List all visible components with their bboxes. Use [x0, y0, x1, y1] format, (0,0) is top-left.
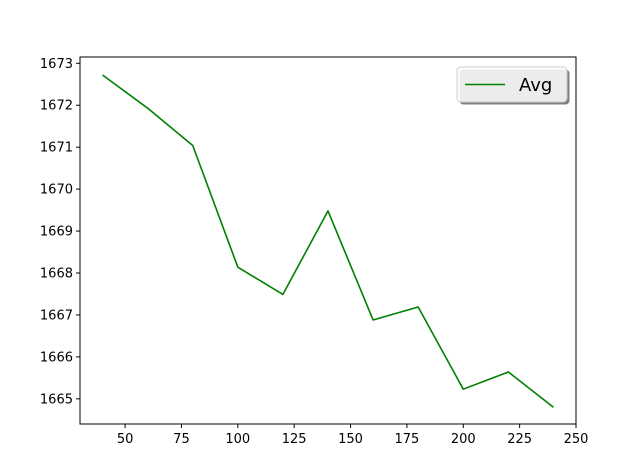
y-tick-label: 1670 [40, 183, 73, 198]
x-tick-label: 75 [173, 432, 190, 447]
x-tick-label: 100 [225, 432, 250, 447]
y-tick-label: 1665 [40, 392, 73, 407]
axes-frame [79, 56, 577, 425]
x-tick-label: 200 [451, 432, 476, 447]
legend-box [456, 66, 568, 103]
legend: Avg [456, 66, 570, 105]
x-tick-label: 175 [394, 432, 419, 447]
y-tick-label: 1673 [40, 57, 73, 72]
y-tick-label: 1672 [40, 99, 73, 114]
x-tick-label: 50 [117, 432, 134, 447]
x-tick-label: 150 [338, 432, 363, 447]
x-axis-ticks: 50 75 100 125 150 175 200 225 250 [117, 424, 589, 447]
y-tick-label: 1667 [40, 308, 73, 323]
y-tick-label: 1669 [40, 225, 73, 240]
y-tick-label: 1668 [40, 267, 73, 282]
x-tick-label: 225 [507, 432, 532, 447]
y-tick-label: 1666 [40, 350, 73, 365]
legend-label: Avg [519, 75, 552, 96]
x-tick-label: 125 [282, 432, 307, 447]
series-layer [102, 74, 554, 408]
x-tick-label: 250 [564, 432, 589, 447]
y-axis-ticks: 1665 1666 1667 1668 1669 1670 1671 1672 1673 [40, 57, 80, 407]
y-tick-label: 1671 [40, 141, 73, 156]
